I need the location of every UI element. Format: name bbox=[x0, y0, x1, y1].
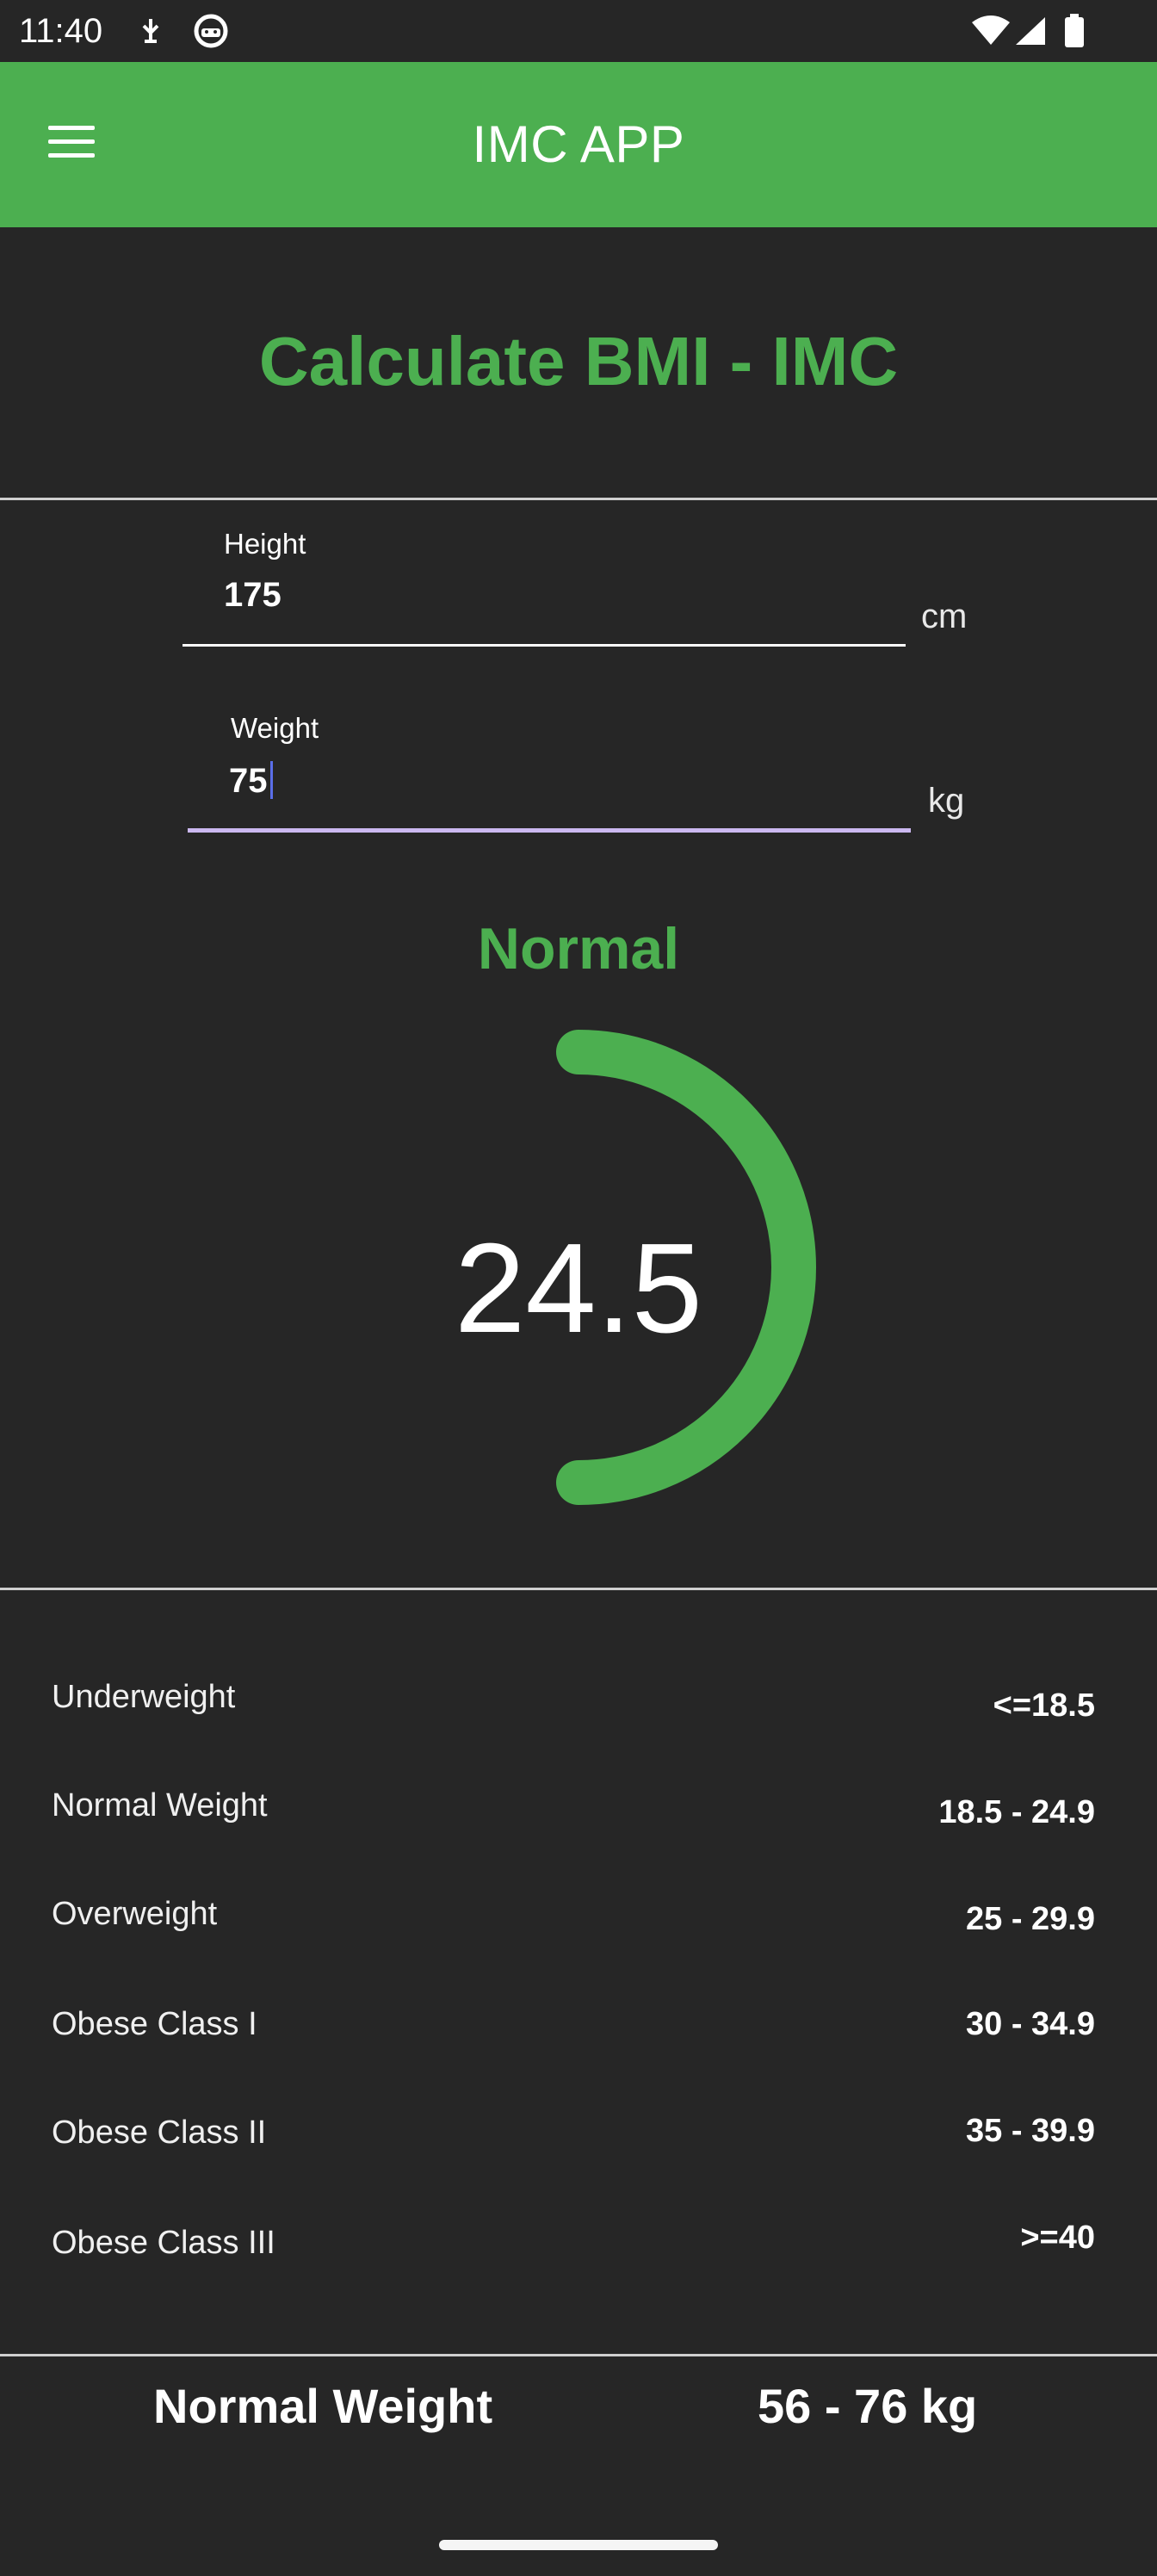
height-label: Height bbox=[224, 528, 306, 560]
hamburger-menu-icon[interactable] bbox=[46, 126, 96, 164]
face-icon bbox=[193, 12, 229, 50]
row-label: Obese Class III bbox=[52, 2225, 275, 2261]
divider bbox=[0, 1588, 1157, 1590]
text-caret bbox=[270, 761, 273, 799]
signal-icon bbox=[1014, 12, 1047, 50]
height-unit: cm bbox=[921, 598, 968, 635]
battery-icon bbox=[1064, 12, 1085, 50]
row-range: 18.5 - 24.9 bbox=[938, 1794, 1095, 1830]
footer-weight-label: Normal Weight bbox=[153, 2379, 493, 2433]
weight-unit: kg bbox=[928, 782, 965, 820]
row-label: Normal Weight bbox=[52, 1787, 268, 1824]
row-label: Obese Class II bbox=[52, 2115, 267, 2151]
app-bar: IMC APP bbox=[0, 62, 1157, 227]
app-title: IMC APP bbox=[472, 115, 685, 173]
height-underline bbox=[183, 644, 906, 647]
height-input[interactable] bbox=[224, 573, 895, 616]
row-label: Obese Class I bbox=[52, 2006, 257, 2042]
home-indicator[interactable] bbox=[439, 2540, 718, 2550]
divider bbox=[0, 498, 1157, 500]
row-label: Underweight bbox=[52, 1679, 236, 1715]
row-range: >=40 bbox=[1020, 2220, 1095, 2256]
bmi-gauge bbox=[556, 1030, 816, 1505]
weight-label: Weight bbox=[231, 712, 319, 744]
footer-weight-range: 56 - 76 kg bbox=[758, 2379, 978, 2433]
usb-debug-icon bbox=[138, 12, 164, 50]
bmi-value: 24.5 bbox=[454, 1217, 703, 1359]
row-range: <=18.5 bbox=[993, 1687, 1095, 1724]
weight-input[interactable] bbox=[229, 759, 900, 802]
row-range: 35 - 39.9 bbox=[966, 2113, 1095, 2149]
row-label: Overweight bbox=[52, 1896, 218, 1932]
status-time: 11:40 bbox=[19, 12, 103, 50]
status-bar: 11:40 bbox=[0, 0, 1157, 62]
bmi-category: Normal bbox=[477, 916, 680, 981]
divider bbox=[0, 2354, 1157, 2356]
page-title: Calculate BMI - IMC bbox=[258, 323, 899, 399]
wifi-icon bbox=[971, 12, 1011, 50]
weight-underline bbox=[188, 828, 911, 833]
row-range: 30 - 34.9 bbox=[966, 2006, 1095, 2042]
row-range: 25 - 29.9 bbox=[966, 1901, 1095, 1937]
